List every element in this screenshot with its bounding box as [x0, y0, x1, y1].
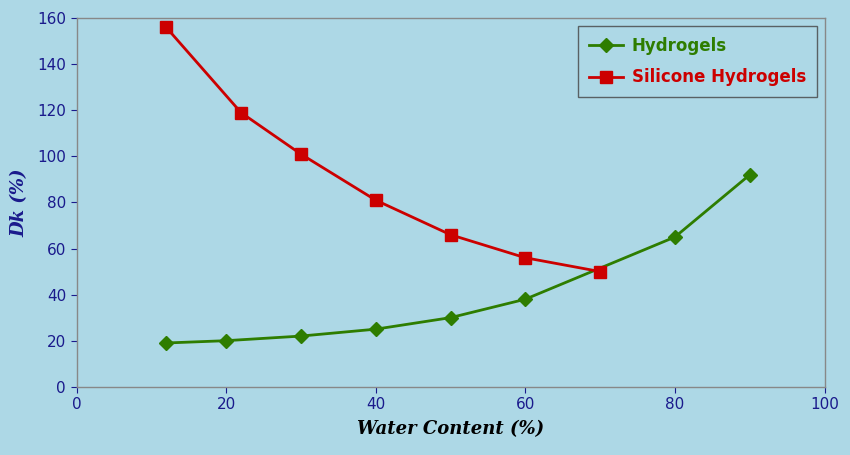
Hydrogels: [670, 234, 680, 240]
Hydrogels: [371, 326, 381, 332]
Silicone Hydrogels: [162, 25, 172, 30]
Hydrogels: [445, 315, 456, 320]
Silicone Hydrogels: [595, 269, 605, 274]
Hydrogels: [296, 334, 306, 339]
Y-axis label: Dk (%): Dk (%): [11, 168, 29, 237]
Hydrogels: [745, 172, 755, 177]
Hydrogels: [162, 340, 172, 346]
Silicone Hydrogels: [520, 255, 530, 260]
Hydrogels: [221, 338, 231, 344]
Legend: Hydrogels, Silicone Hydrogels: Hydrogels, Silicone Hydrogels: [579, 26, 817, 97]
Hydrogels: [520, 297, 530, 302]
Silicone Hydrogels: [445, 232, 456, 238]
Line: Hydrogels: Hydrogels: [162, 170, 755, 348]
Silicone Hydrogels: [296, 152, 306, 157]
Line: Silicone Hydrogels: Silicone Hydrogels: [161, 22, 606, 277]
Silicone Hydrogels: [371, 197, 381, 203]
Silicone Hydrogels: [236, 110, 246, 116]
X-axis label: Water Content (%): Water Content (%): [357, 420, 544, 439]
